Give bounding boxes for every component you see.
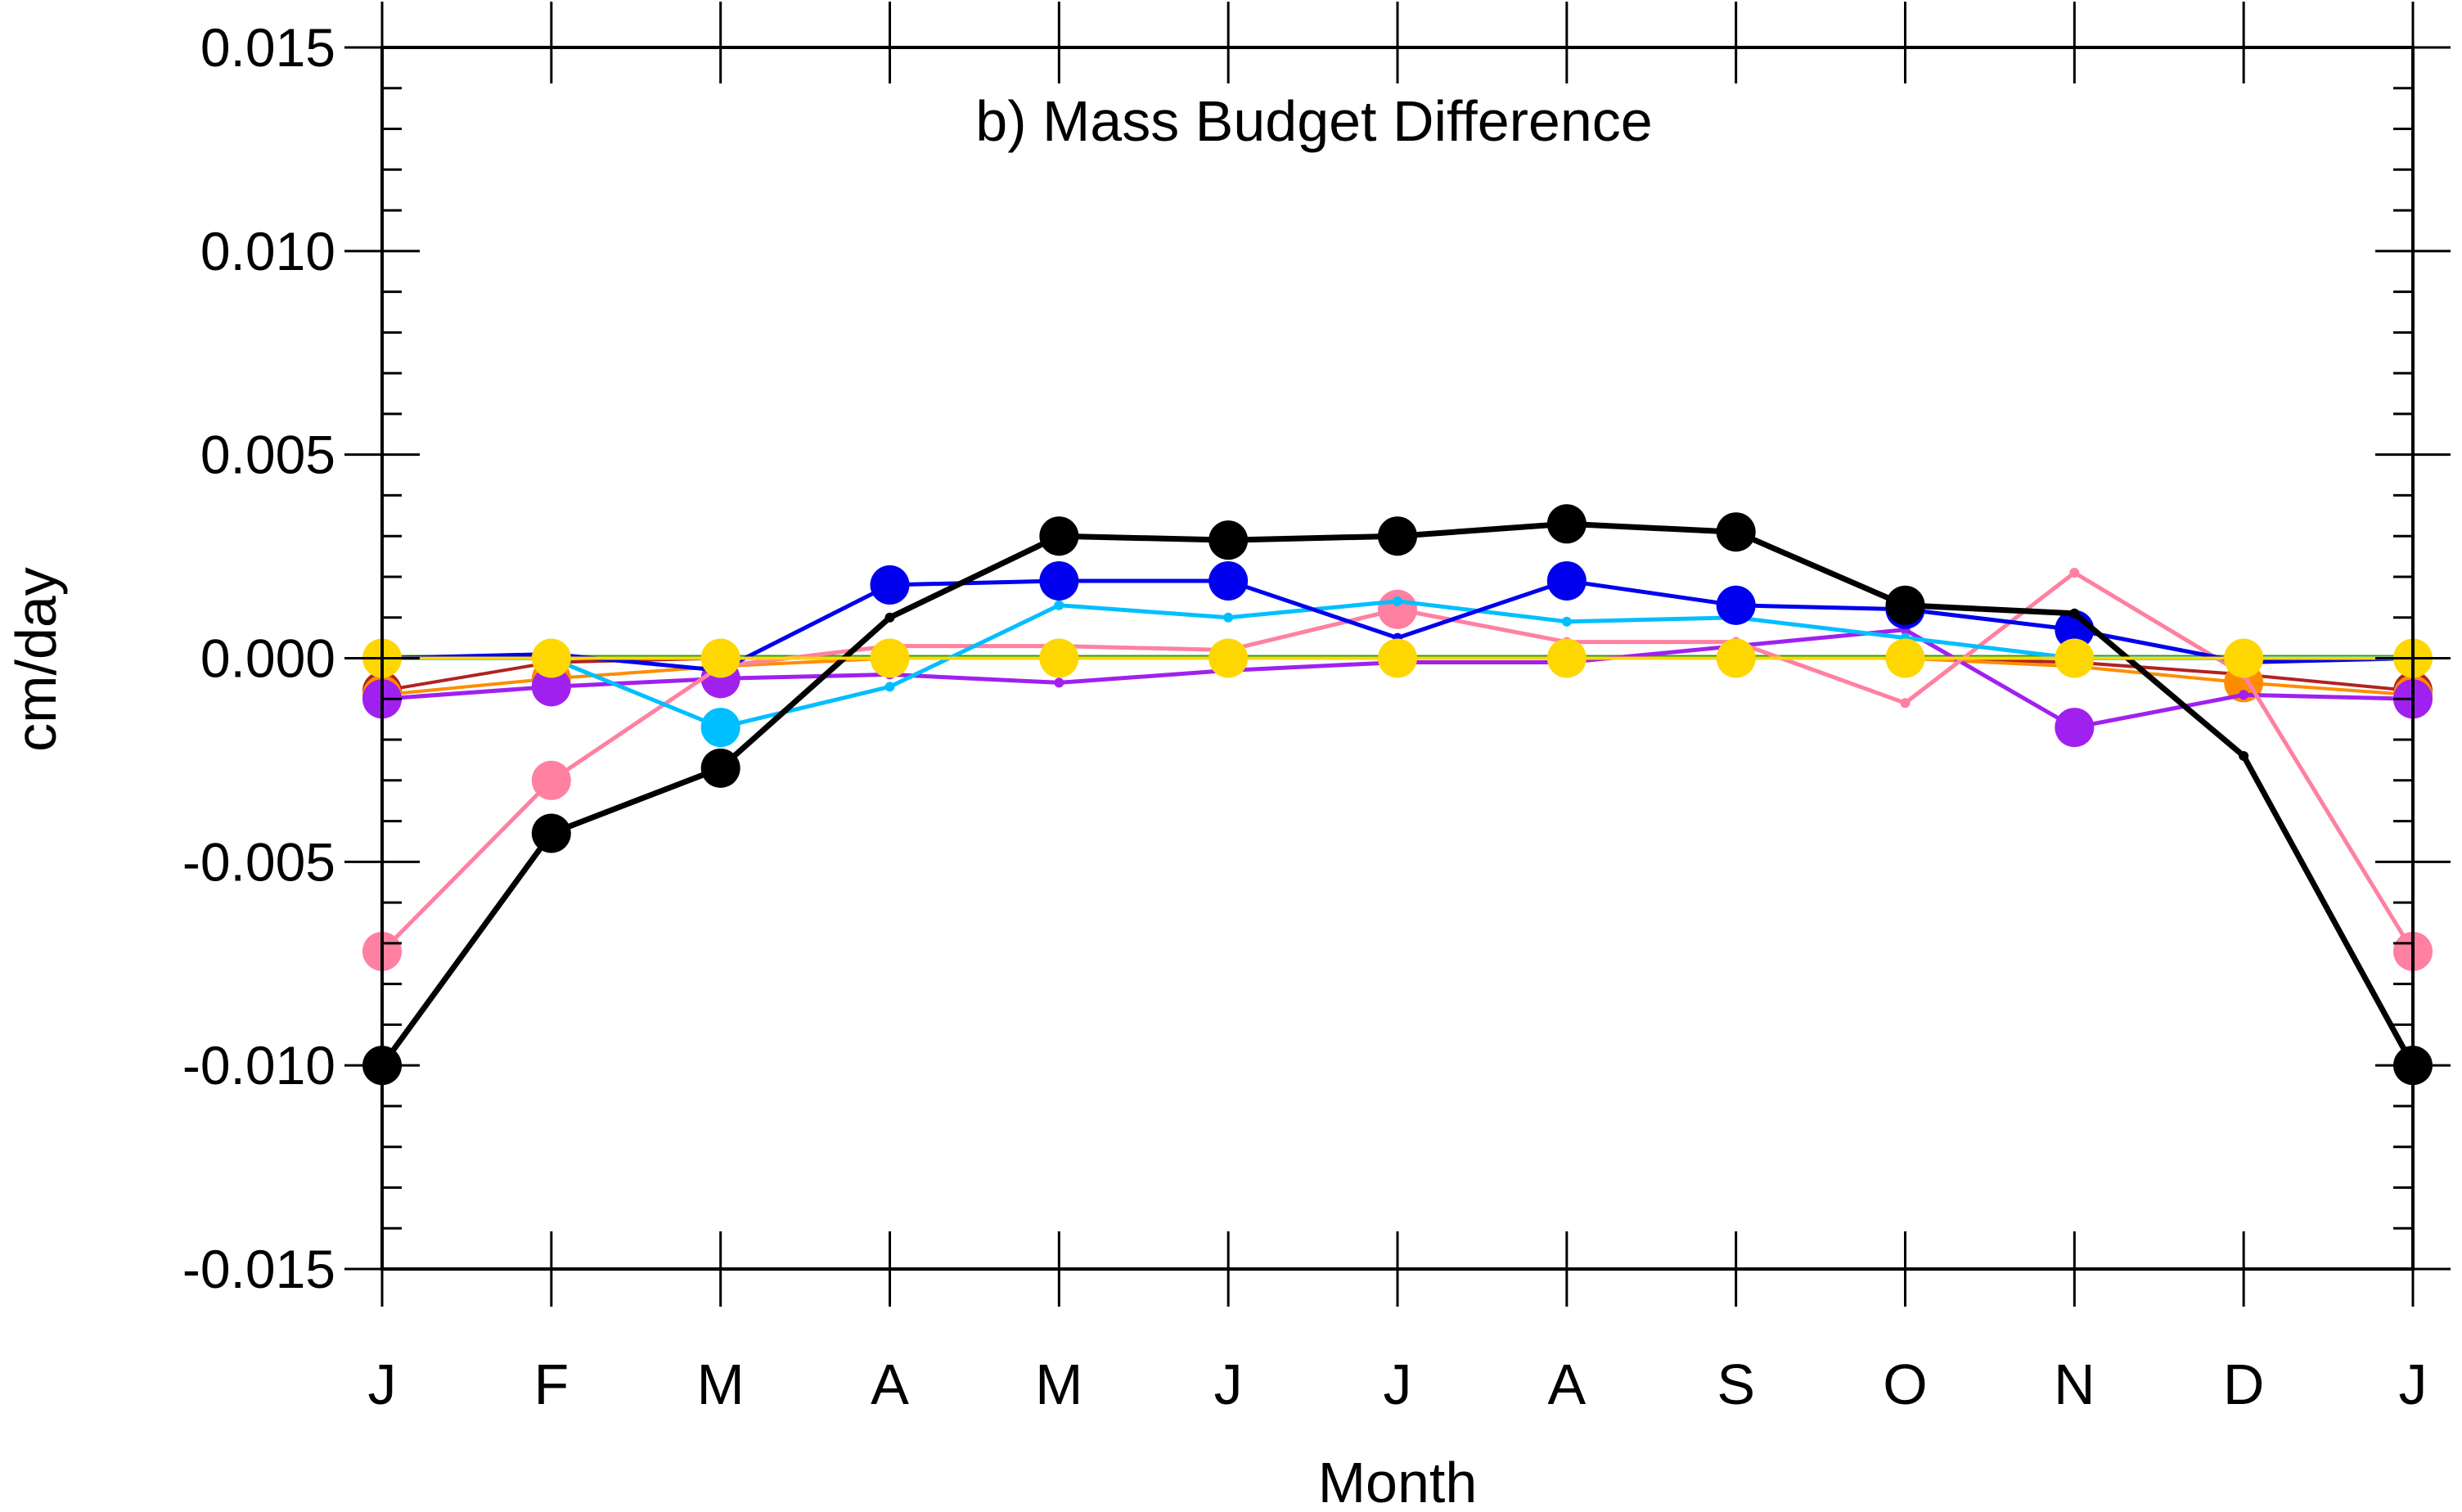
data-point-marker bbox=[1208, 560, 1249, 601]
data-point-marker bbox=[531, 813, 571, 853]
data-point bbox=[2239, 690, 2249, 700]
data-point-marker bbox=[2224, 638, 2264, 678]
data-point bbox=[884, 612, 895, 623]
y-tick-labels: 0.015 0.010 0.005 0.000 -0.005 -0.010 -0.015 bbox=[182, 17, 335, 1299]
x-tick-label: J bbox=[1214, 1352, 1243, 1416]
tick-marks bbox=[344, 2, 2451, 1307]
data-point bbox=[1054, 600, 1064, 610]
data-point-marker bbox=[2055, 638, 2095, 678]
x-tick-label: F bbox=[533, 1352, 569, 1416]
series-group bbox=[362, 504, 2433, 1086]
y-tick-label: 0.015 bbox=[200, 17, 335, 78]
data-point bbox=[1054, 677, 1064, 688]
x-tick-label: A bbox=[1547, 1352, 1586, 1416]
data-point-marker bbox=[1716, 585, 1756, 625]
data-point-marker bbox=[1039, 516, 1079, 556]
data-point-marker bbox=[1378, 516, 1417, 556]
data-point-marker bbox=[700, 638, 740, 678]
data-point-marker bbox=[870, 565, 910, 605]
data-point-marker bbox=[1716, 638, 1756, 678]
x-tick-label: J bbox=[2399, 1352, 2428, 1416]
x-tick-label: S bbox=[1717, 1352, 1755, 1416]
data-point bbox=[884, 682, 895, 692]
data-point-marker bbox=[870, 638, 910, 678]
data-point-marker bbox=[1039, 560, 1079, 601]
data-point-marker bbox=[1885, 585, 1925, 625]
x-tick-label: D bbox=[2223, 1352, 2265, 1416]
series-line bbox=[380, 570, 2415, 953]
data-point bbox=[1223, 612, 1234, 623]
data-point-marker bbox=[1378, 589, 1417, 629]
y-tick-label: 0.000 bbox=[200, 628, 335, 689]
data-point-marker bbox=[700, 708, 740, 748]
chart-title: b) Mass Budget Difference bbox=[975, 89, 1652, 153]
x-tick-label: J bbox=[368, 1352, 397, 1416]
data-point-marker bbox=[1546, 504, 1587, 544]
y-axis-title: cm/day bbox=[4, 567, 68, 752]
data-point-marker bbox=[1716, 512, 1756, 552]
y-tick-label: 0.010 bbox=[200, 221, 335, 281]
data-point bbox=[1393, 596, 1402, 606]
data-point bbox=[2239, 750, 2249, 761]
data-point-marker bbox=[531, 667, 571, 707]
data-point bbox=[1561, 616, 1572, 627]
data-point-marker bbox=[1378, 638, 1417, 678]
x-tick-label: M bbox=[697, 1352, 745, 1416]
y-tick-label: -0.005 bbox=[182, 831, 335, 892]
x-tick-label: M bbox=[1035, 1352, 1082, 1416]
data-point-marker bbox=[2055, 708, 2095, 748]
data-point bbox=[2069, 567, 2080, 578]
data-point bbox=[2069, 608, 2080, 619]
data-point-marker bbox=[531, 760, 571, 800]
data-point-marker bbox=[1546, 560, 1587, 601]
y-tick-label: -0.010 bbox=[182, 1035, 335, 1096]
x-tick-label: N bbox=[2054, 1352, 2095, 1416]
x-axis-title: Month bbox=[1318, 1451, 1478, 1512]
series bbox=[362, 504, 2433, 1086]
data-point-marker bbox=[700, 748, 740, 788]
y-tick-label: -0.015 bbox=[182, 1239, 335, 1299]
data-point bbox=[1900, 698, 1911, 709]
data-point-marker bbox=[1208, 638, 1249, 678]
series bbox=[362, 567, 2433, 971]
data-point-marker bbox=[1546, 638, 1587, 678]
data-point-marker bbox=[1039, 638, 1079, 678]
x-tick-label: O bbox=[1883, 1352, 1927, 1416]
data-point-marker bbox=[1208, 520, 1249, 560]
data-point-marker bbox=[1885, 638, 1925, 678]
y-tick-label: 0.005 bbox=[200, 425, 335, 485]
data-point-marker bbox=[531, 638, 571, 678]
x-tick-label: A bbox=[871, 1352, 909, 1416]
x-tick-label: J bbox=[1384, 1352, 1412, 1416]
